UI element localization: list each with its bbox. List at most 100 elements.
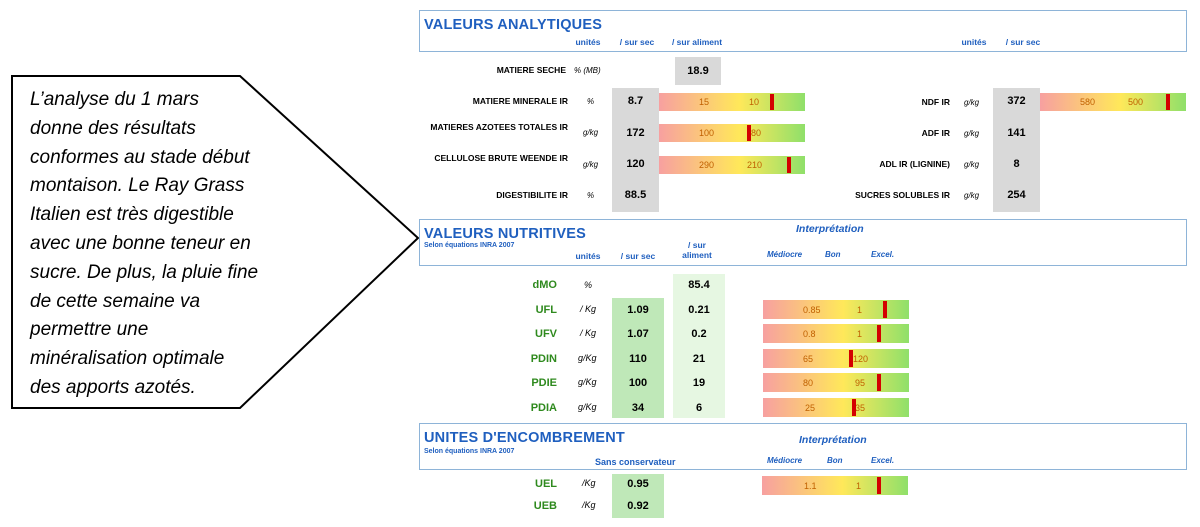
pdia-aliment-value: 6 — [695, 402, 703, 414]
pdin-sec-value: 110 — [629, 353, 647, 365]
callout-line: sucre. De plus, la pluie fine — [30, 261, 259, 283]
ufl-label: UFL — [535, 304, 557, 316]
green-column-aliment — [673, 274, 725, 418]
digestibilite-unit: % — [587, 191, 595, 200]
bar-high-label: 120 — [853, 353, 869, 364]
adf-value: 141 — [1007, 127, 1026, 139]
pdie-bar: 80 95 — [763, 373, 909, 392]
bar-low-label: 80 — [803, 377, 814, 388]
scale-excel: Excel. — [871, 250, 895, 259]
col-sur-aliment: / sur aliment — [671, 37, 723, 47]
ufl-bar: 0.85 1 — [763, 300, 909, 319]
bar-marker — [769, 94, 774, 110]
digestibilite-value: 88.5 — [624, 189, 647, 201]
callout-line: L’analyse du 1 mars — [30, 89, 199, 110]
matiere-seche-unit: % (MB) — [574, 66, 601, 75]
nutritives-subtitle: Selon équations INRA 2007 — [424, 242, 515, 249]
cellulose-brute-label: CELLULOSE BRUTE WEENDE IR — [434, 153, 568, 163]
bar-marker — [849, 350, 854, 367]
uel-unit: /Kg — [582, 478, 596, 488]
bar-high-label: 500 — [1128, 97, 1144, 107]
uel-label: UEL — [535, 478, 557, 490]
ufl-aliment-value: 0.21 — [688, 304, 710, 316]
bar-low-label: 1.1 — [804, 480, 817, 491]
pdie-unit: g/Kg — [578, 377, 597, 387]
col-unites-right: unités — [961, 37, 987, 47]
bar-high-label: 1 — [857, 304, 863, 315]
encombrement-header-box — [419, 423, 1187, 470]
matiere-minerale-unit: % — [587, 97, 595, 106]
encombrement-subtitle: Selon équations INRA 2007 — [424, 448, 515, 455]
scale-mediocre: Médiocre — [767, 456, 803, 465]
adf-unit: g/kg — [964, 129, 980, 138]
uel-bar: 1.1 1 — [762, 476, 908, 495]
bar-high-label: 1 — [856, 480, 862, 491]
adl-unit: g/kg — [964, 160, 980, 169]
bar-marker — [746, 125, 751, 141]
pdia-sec-value: 34 — [631, 402, 645, 414]
col-sur-aliment: / sur aliment — [682, 240, 712, 260]
cellulose-brute-unit: g/kg — [583, 160, 599, 169]
sucres-solubles-value: 254 — [1007, 189, 1026, 201]
bar-marker — [882, 301, 887, 318]
col-sur-sec: / sur sec — [619, 37, 655, 47]
adl-label: ADL IR (LIGNINE) — [879, 159, 950, 169]
ndf-value: 372 — [1007, 95, 1026, 107]
bar-low-label: 580 — [1080, 97, 1096, 107]
bar-marker — [1165, 94, 1170, 110]
pdin-bar: 65 120 — [763, 349, 909, 368]
bar-high-label: 1 — [857, 328, 863, 339]
pdin-aliment-value: 21 — [692, 353, 706, 365]
scale-bon: Bon — [825, 250, 841, 259]
analytiques-title: VALEURS ANALYTIQUES — [424, 17, 603, 33]
ufl-sec-value: 1.09 — [627, 304, 649, 316]
callout-text: L’analyse du 1 mars donne des résultats … — [30, 86, 295, 403]
pdin-label: PDIN — [530, 353, 557, 365]
pdie-aliment-value: 19 — [692, 377, 706, 389]
sucres-solubles-label: SUCRES SOLUBLES IR — [855, 190, 950, 200]
ueb-unit: /Kg — [582, 500, 596, 510]
matieres-azotees-label: MATIERES AZOTEES TOTALES IR — [430, 122, 568, 132]
matiere-minerale-value: 8.7 — [627, 95, 644, 107]
sucres-solubles-unit: g/kg — [964, 191, 980, 200]
matiere-minerale-bar: 15 10 — [659, 93, 805, 111]
callout-line: minéralisation optimale — [30, 348, 225, 370]
encombrement-title: UNITES D'ENCOMBREMENT — [424, 430, 625, 446]
grey-column-right — [993, 88, 1040, 212]
pdia-bar: 25 35 — [763, 398, 909, 417]
matiere-seche-label: MATIERE SECHE — [496, 65, 566, 75]
bar-marker — [876, 325, 881, 342]
matiere-minerale-label: MATIERE MINERALE IR — [472, 96, 568, 106]
green-column-sec — [612, 298, 664, 418]
ufv-label: UFV — [535, 328, 557, 340]
analytiques-header-box — [419, 10, 1187, 52]
bar-low-label: 15 — [699, 97, 710, 107]
pdin-unit: g/Kg — [578, 353, 597, 363]
pdie-label: PDIE — [531, 377, 557, 389]
callout-line: Italien est très digestible — [30, 204, 234, 226]
col-sans-conservateur: Sans conservateur — [595, 457, 676, 467]
bar-high-label: 35 — [855, 402, 866, 413]
callout-line: des apports azotés. — [30, 376, 196, 398]
callout-line: de cette semaine va — [30, 290, 201, 312]
bar-low-label: 25 — [805, 402, 816, 413]
cellulose-brute-bar: 290 210 — [659, 156, 805, 174]
ueb-value: 0.92 — [627, 500, 649, 512]
matieres-azotees-bar: 100 80 — [659, 124, 805, 142]
adl-value: 8 — [1013, 158, 1020, 170]
encombrement-interpretation: Interprétation — [799, 434, 867, 446]
ufv-sec-value: 1.07 — [627, 328, 649, 340]
nutritives-header-box — [419, 219, 1187, 266]
grey-column-left — [612, 88, 659, 212]
col-sur-sec-right: / sur sec — [1005, 37, 1041, 47]
matiere-seche-value: 18.9 — [675, 57, 721, 85]
matieres-azotees-unit: g/kg — [583, 128, 599, 137]
ndf-unit: g/kg — [964, 98, 980, 107]
ufv-bar: 0.8 1 — [763, 324, 909, 343]
callout-line: avec une bonne teneur en — [30, 232, 251, 254]
bar-high-label: 210 — [747, 160, 763, 170]
ndf-label: NDF IR — [921, 97, 950, 107]
nutritives-title: VALEURS NUTRITIVES — [424, 226, 587, 242]
callout-line: permettre une — [30, 319, 149, 341]
